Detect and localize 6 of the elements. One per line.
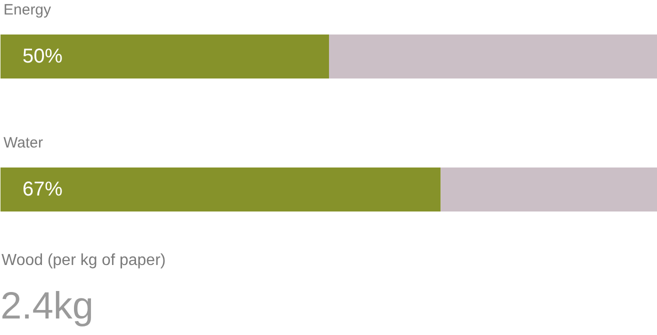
- data-label: 67%: [22, 178, 63, 200]
- category-label: Energy: [4, 2, 52, 18]
- text: Wood (per kg of paper): [2, 252, 166, 269]
- text: 2.4kg: [0, 286, 94, 328]
- category-label: Water: [4, 134, 43, 152]
- data-label: 50%: [22, 46, 63, 68]
